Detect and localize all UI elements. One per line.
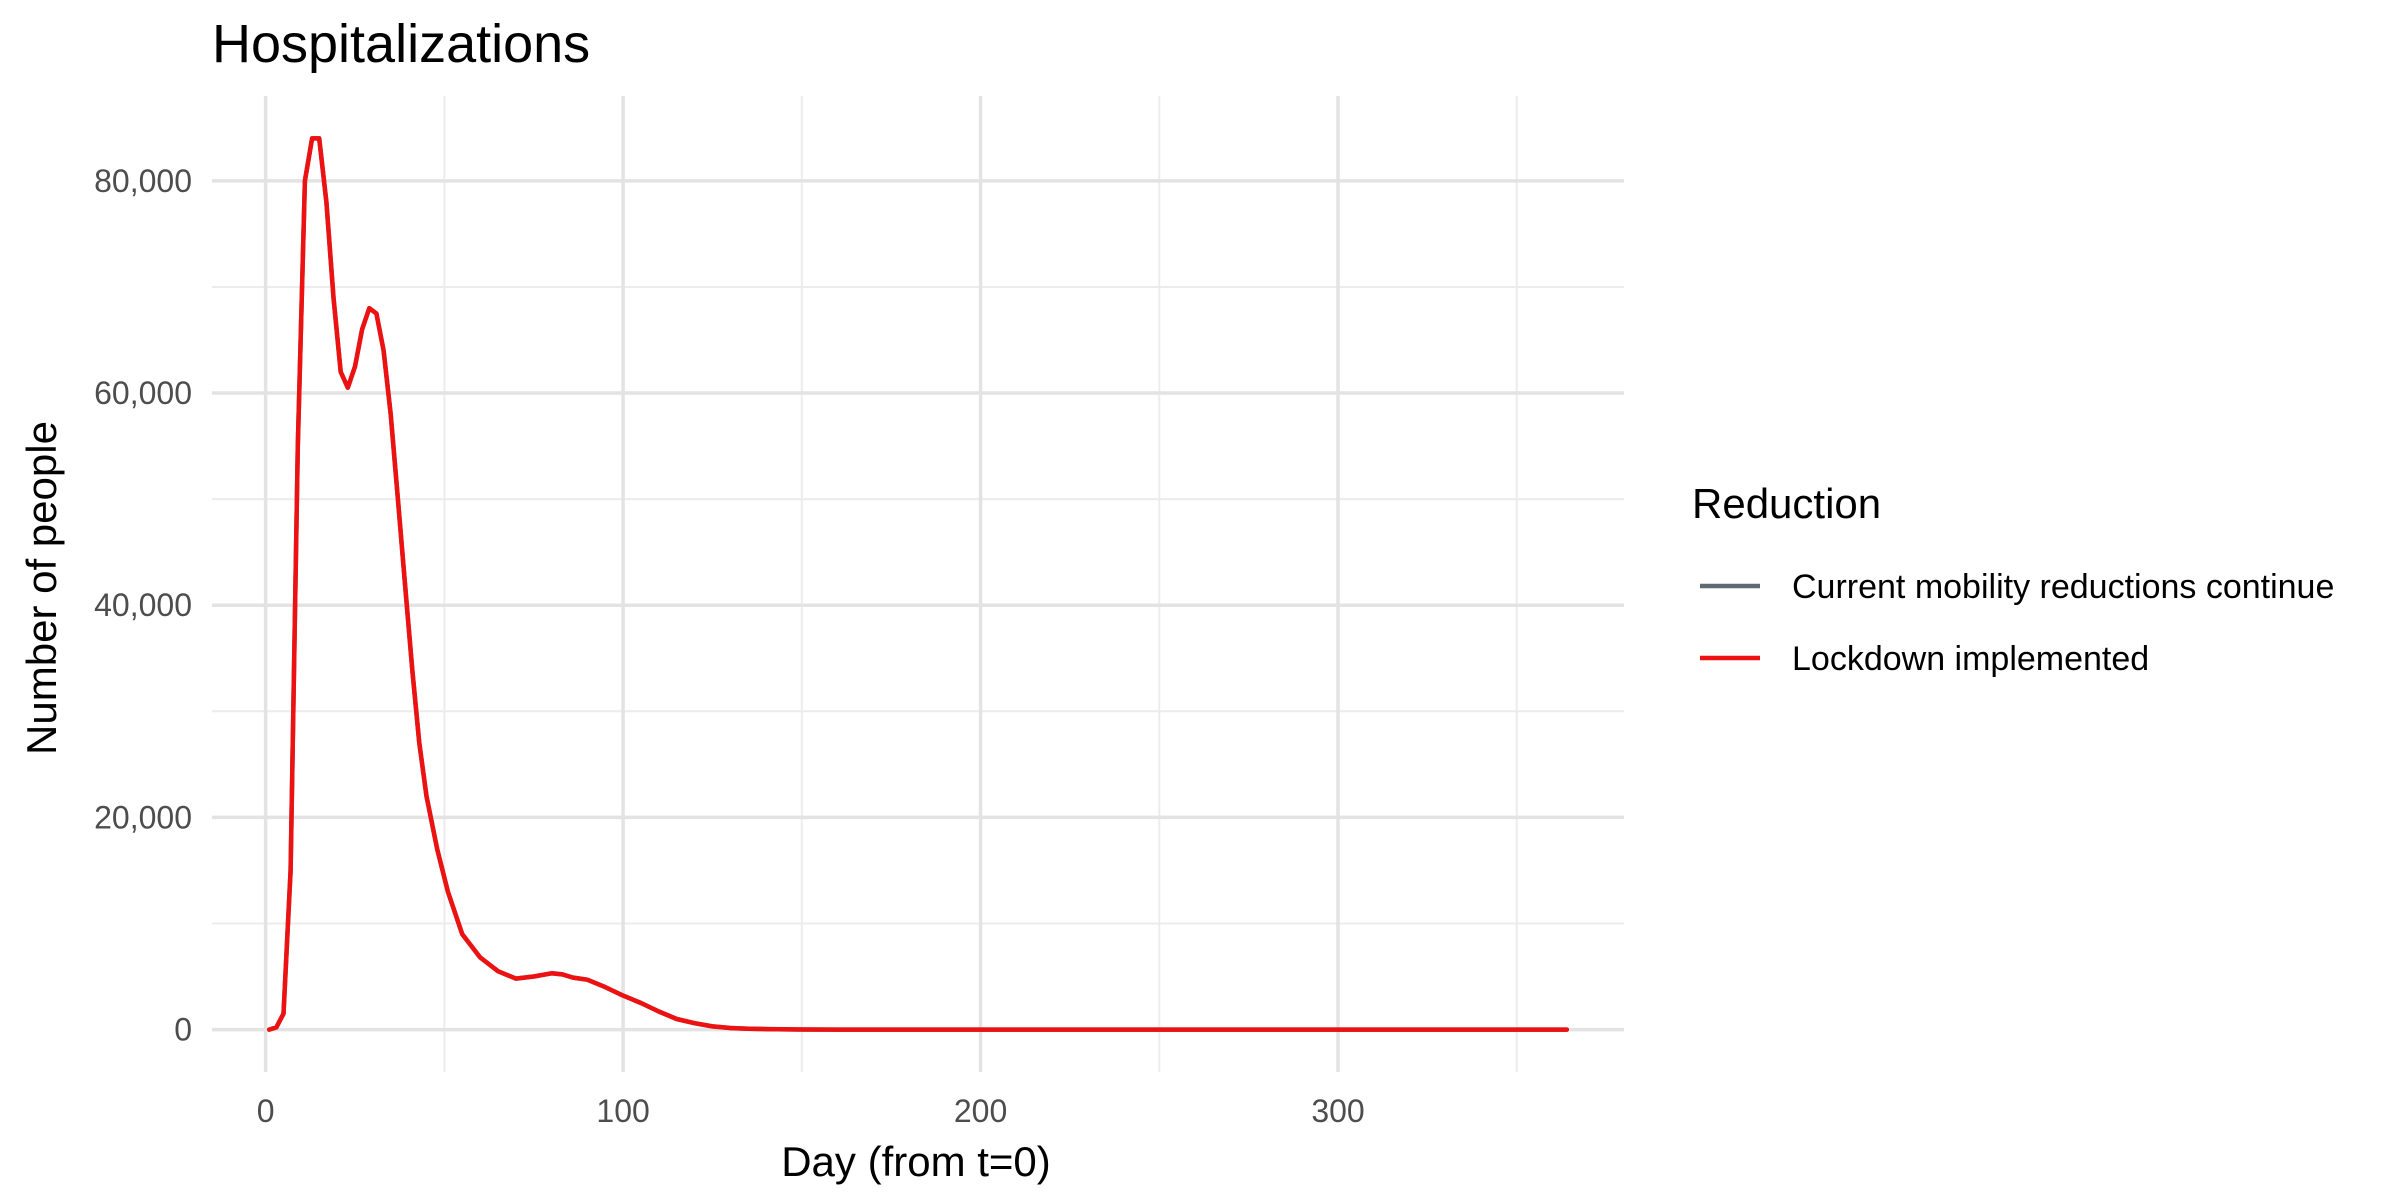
y-tick-label: 40,000: [94, 587, 192, 623]
y-tick-label: 60,000: [94, 375, 192, 411]
legend-title: Reduction: [1692, 480, 1881, 527]
y-tick-label: 80,000: [94, 163, 192, 199]
x-tick-label: 100: [596, 1093, 649, 1129]
x-axis-title: Day (from t=0): [781, 1138, 1051, 1185]
chart-title: Hospitalizations: [212, 14, 590, 74]
y-axis-tick-labels: 0 20,000 40,000 60,000 80,000: [94, 163, 192, 1048]
legend: Reduction Current mobility reductions co…: [1692, 480, 2334, 678]
y-tick-label: 0: [174, 1012, 192, 1048]
series-line-2: [266, 136, 1570, 1032]
legend-label-2: Lockdown implemented: [1792, 640, 2149, 678]
legend-label-1: Current mobility reductions continue: [1792, 568, 2334, 606]
series-line-1: [266, 136, 1570, 1032]
series-lines: [266, 136, 1570, 1032]
x-tick-label: 300: [1311, 1093, 1364, 1129]
y-tick-label: 20,000: [94, 799, 192, 835]
x-axis-tick-labels: 0 100 200 300: [257, 1093, 1365, 1129]
y-axis-title: Number of people: [18, 421, 65, 755]
x-tick-label: 200: [954, 1093, 1007, 1129]
minor-gridlines: [212, 96, 1624, 1072]
x-tick-label: 0: [257, 1093, 275, 1129]
major-gridlines: [212, 96, 1624, 1072]
